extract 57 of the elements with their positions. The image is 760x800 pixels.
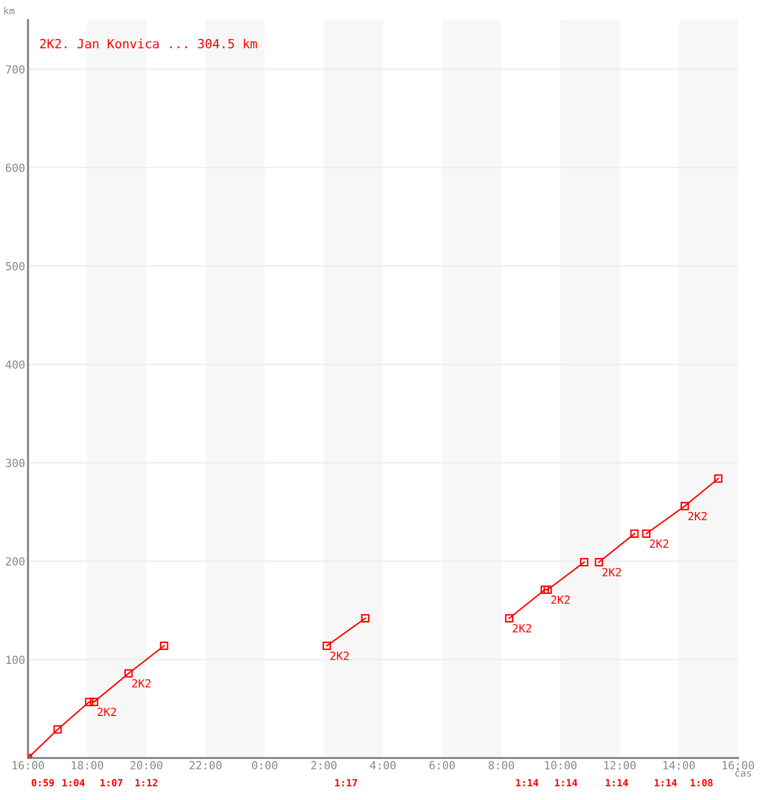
point (580, 558, 588, 566)
point (540, 586, 549, 594)
text: 1:17 (335, 779, 357, 786)
y-tick-label: 500 (6, 262, 24, 270)
x-tick-label: 12:00 (604, 761, 636, 770)
annotation: 2K2 (551, 596, 570, 604)
point (84, 698, 94, 706)
text: 1:14 (654, 779, 677, 786)
annotation: 2K2 (330, 652, 349, 660)
annotation: 2K2 (688, 512, 707, 520)
x-tick-label: 2:00 (311, 761, 336, 770)
point (594, 558, 604, 566)
text: 1:12 (136, 779, 158, 786)
point (124, 669, 133, 678)
point (544, 586, 552, 594)
y-tick-label: 200 (6, 557, 24, 566)
x-tick-label: 4:00 (370, 761, 396, 770)
point (680, 502, 689, 510)
x-tick-label: 16:00 (722, 761, 754, 770)
x-tick-label: 18:00 (72, 761, 104, 770)
text: 1:07 (100, 779, 122, 786)
y-tick-label: 300 (6, 458, 24, 468)
y-tick-label: 400 (6, 360, 24, 369)
annotation: 2K2 (98, 708, 116, 716)
y-tick-label: 600 (6, 164, 24, 172)
x-tick-label: 20:00 (130, 761, 162, 770)
text: 1:14 (606, 779, 628, 786)
y-tick-label: 100 (6, 656, 24, 664)
x-tick-label: 22:00 (190, 761, 222, 770)
x-tick-label: 6:00 (430, 761, 455, 770)
annotation: 2K2 (650, 539, 668, 548)
x-tick-label: 8:00 (488, 761, 514, 770)
annotation: 2K2 (512, 624, 532, 632)
point (90, 698, 98, 706)
point (322, 642, 331, 650)
point (53, 725, 62, 734)
annotation: 2K2 (132, 679, 150, 688)
x-tick-label: 0:00 (252, 761, 278, 770)
y-tick-label: 700 (6, 65, 24, 74)
text: 1:14 (555, 779, 578, 786)
x-tick-label: 14:00 (663, 761, 695, 770)
text: 1:14 (516, 779, 538, 786)
x-axis-title: čas (735, 768, 752, 777)
point (642, 529, 650, 538)
y-axis-title: km (4, 6, 14, 14)
text: 1:04 (62, 779, 85, 786)
point (361, 614, 370, 622)
annotation: 2K2 (602, 568, 621, 576)
point (714, 474, 722, 483)
text: 2K2. Jan Konvica ... 304.5 km (40, 38, 257, 48)
point (505, 614, 514, 622)
text: 1:08 (690, 779, 713, 786)
text: 0:59 (32, 779, 54, 786)
x-tick-label: 10:00 (545, 761, 577, 770)
point (160, 642, 168, 650)
point (630, 529, 639, 538)
x-tick-label: 16:00 (12, 761, 44, 770)
